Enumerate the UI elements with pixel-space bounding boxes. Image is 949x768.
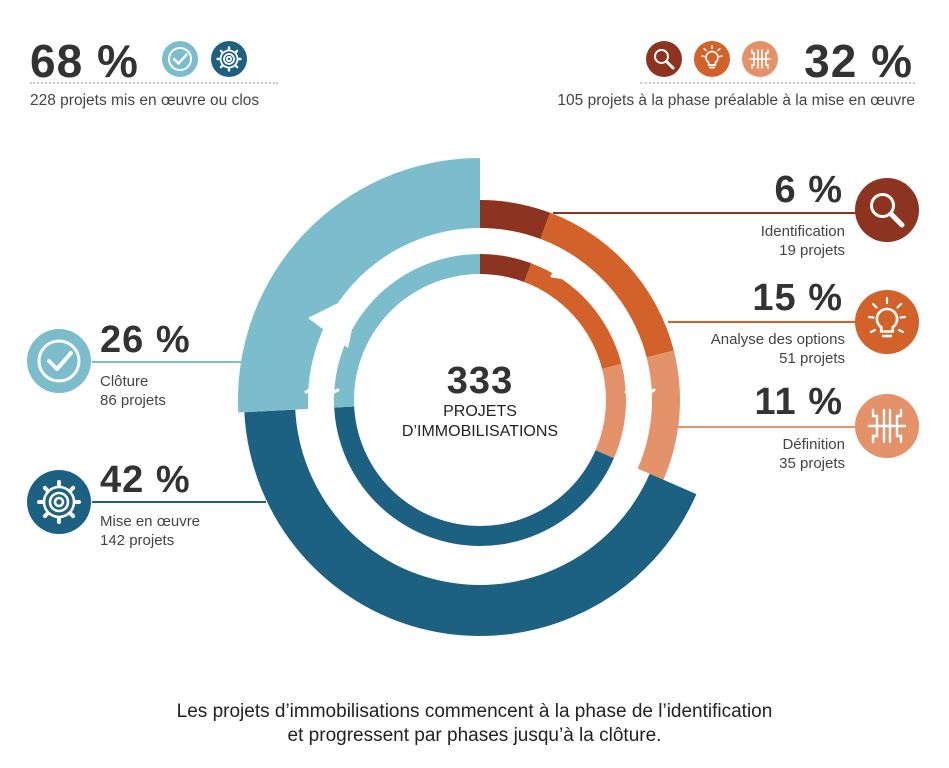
center-total: 333 (446, 360, 514, 402)
lightbulb-icon (855, 290, 919, 354)
checkmark-icon (27, 329, 91, 393)
outer-segment-4 (238, 158, 480, 413)
label-identification: Identification 19 projets (761, 222, 845, 260)
count-analyse: 51 projets (779, 350, 845, 367)
label-analyse: Analyse des options 51 projets (711, 330, 845, 368)
count-mise: 142 projets (100, 532, 175, 549)
caption-line1: Les projets d’immobilisations commencent… (176, 701, 773, 722)
summary-right-text: 105 projets à la phase préalable à la mi… (557, 92, 915, 109)
pct-mise: 42 % (100, 459, 191, 501)
outer-segment-0 (480, 200, 551, 239)
inner-segment-2 (595, 363, 627, 459)
summary-right-percent: 32 % (804, 35, 913, 87)
inner-segment-3 (334, 406, 614, 546)
progress-arrow-icon (308, 292, 360, 348)
pct-cloture: 26 % (100, 319, 191, 361)
count-definition: 35 projets (779, 455, 845, 472)
caption: Les projets d’immobilisations commencent… (60, 700, 889, 748)
magnifier-icon (855, 178, 919, 242)
pct-definition: 11 % (754, 381, 843, 423)
center-label-line2: D’IMMOBILISATIONS (401, 423, 559, 440)
name-identification: Identification (760, 223, 845, 240)
summary-left-divider (30, 82, 278, 84)
name-analyse: Analyse des options (710, 331, 845, 348)
pct-identification: 6 % (774, 169, 843, 211)
center-label-line1: PROJETS (443, 403, 517, 420)
inner-segment-1 (524, 263, 622, 369)
count-cloture: 86 projets (100, 392, 166, 409)
name-mise: Mise en œuvre (100, 513, 201, 530)
connector-mark-1 (546, 260, 566, 280)
connector-mark-2 (624, 386, 656, 400)
label-mise: Mise en œuvre 142 projets (100, 512, 200, 550)
inner-segment-0 (480, 254, 532, 283)
circuit-icon (855, 394, 919, 458)
summary-left-text: 228 projets mis en œuvre ou clos (30, 92, 260, 109)
gear-icon (27, 470, 91, 534)
inner-segment-4 (334, 254, 480, 408)
center-label: PROJETS D’IMMOBILISATIONS (360, 402, 600, 442)
outer-segment-2 (637, 350, 680, 480)
label-cloture: Clôture 86 projets (100, 372, 166, 410)
gear-icon (211, 41, 247, 77)
name-cloture: Clôture (100, 373, 149, 390)
lightbulb-icon (694, 41, 730, 77)
outer-segment-1 (540, 212, 674, 358)
magnifier-icon (646, 41, 682, 77)
checkmark-icon (162, 41, 198, 77)
connector-mark-4 (304, 384, 340, 398)
summary-right-divider (640, 82, 915, 84)
name-definition: Définition (782, 436, 845, 453)
circuit-icon (742, 41, 778, 77)
outer-segment-3 (244, 409, 697, 636)
caption-line2: et progressent par phases jusqu’à la clô… (287, 725, 662, 746)
label-definition: Définition 35 projets (779, 435, 845, 473)
connector-mark-3 (598, 490, 624, 510)
summary-left-percent: 68 % (30, 35, 139, 87)
count-identification: 19 projets (779, 242, 845, 259)
pct-analyse: 15 % (752, 277, 843, 319)
